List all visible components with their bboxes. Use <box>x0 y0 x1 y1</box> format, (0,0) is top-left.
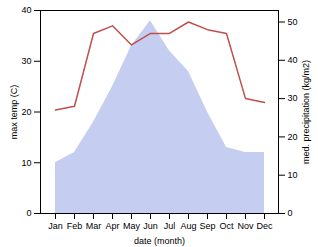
svg-text:Aug: Aug <box>180 221 196 231</box>
svg-text:50: 50 <box>288 17 298 27</box>
svg-text:10: 10 <box>288 170 298 180</box>
svg-text:date (month): date (month) <box>134 236 185 246</box>
svg-text:40: 40 <box>288 55 298 65</box>
svg-text:med. precipitation (kg/m2): med. precipitation (kg/m2) <box>301 60 311 164</box>
svg-text:0: 0 <box>26 208 31 218</box>
svg-text:30: 30 <box>288 93 298 103</box>
svg-text:20: 20 <box>288 132 298 142</box>
svg-text:10: 10 <box>21 158 31 168</box>
svg-text:Jun: Jun <box>143 221 158 231</box>
svg-text:20: 20 <box>21 107 31 117</box>
svg-text:Sep: Sep <box>199 221 215 231</box>
svg-text:Dec: Dec <box>256 221 273 231</box>
svg-text:30: 30 <box>21 56 31 66</box>
svg-text:Nov: Nov <box>237 221 254 231</box>
svg-text:Jul: Jul <box>164 221 176 231</box>
svg-text:0: 0 <box>288 208 293 218</box>
svg-text:May: May <box>123 221 141 231</box>
svg-text:Oct: Oct <box>219 221 234 231</box>
svg-text:40: 40 <box>21 5 31 15</box>
svg-text:Jan: Jan <box>48 221 63 231</box>
svg-text:Feb: Feb <box>67 221 83 231</box>
svg-text:Apr: Apr <box>105 221 119 231</box>
svg-text:Mar: Mar <box>86 221 102 231</box>
svg-text:max temp (C): max temp (C) <box>9 85 19 140</box>
